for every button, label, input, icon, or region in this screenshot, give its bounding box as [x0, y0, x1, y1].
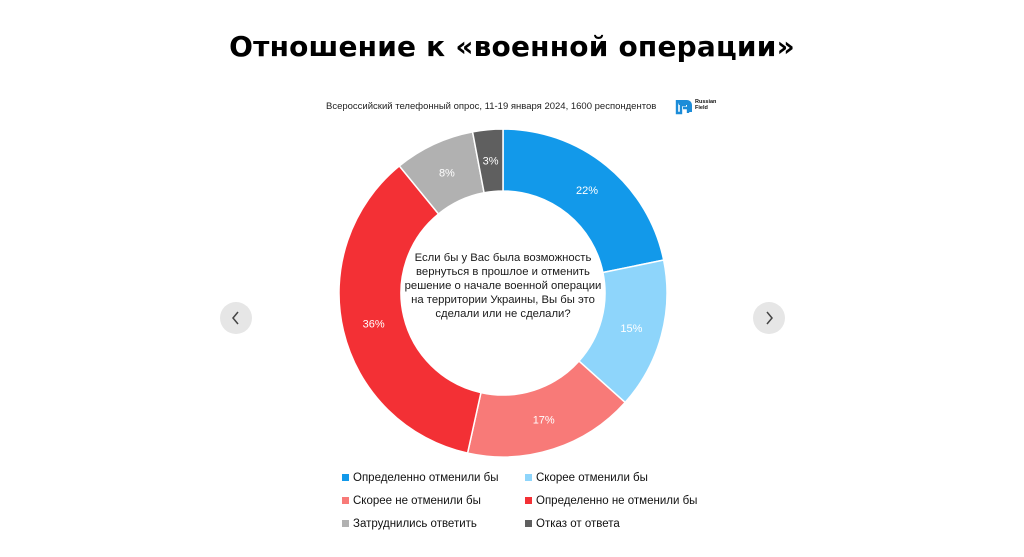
legend-item: Затруднились ответить — [342, 516, 525, 531]
prev-slide-button[interactable] — [220, 302, 252, 334]
chevron-left-icon — [232, 311, 239, 325]
legend-label: Скорее не отменили бы — [353, 494, 481, 507]
legend-swatch — [342, 520, 349, 527]
slice-label-1: 15% — [620, 323, 642, 335]
legend-item: Скорее не отменили бы — [342, 493, 525, 508]
legend-item: Определенно не отменили бы — [525, 493, 725, 508]
legend-item: Отказ от ответа — [525, 516, 725, 531]
chevron-right-icon — [766, 311, 773, 325]
legend-item: Определенно отменили бы — [342, 470, 525, 485]
legend-label: Определенно не отменили бы — [536, 494, 698, 507]
slice-label-3: 36% — [363, 319, 385, 331]
russian-field-logo — [675, 100, 692, 115]
legend-swatch — [525, 474, 532, 481]
chart-question: Если бы у Вас была возможность вернуться… — [404, 252, 602, 320]
slice-label-5: 3% — [483, 156, 499, 168]
donut-slice-0 — [502, 128, 665, 274]
slice-label-2: 17% — [533, 415, 555, 427]
legend-swatch — [342, 474, 349, 481]
slice-label-0: 22% — [576, 185, 598, 197]
legend-label: Затруднились ответить — [353, 517, 477, 530]
logo-text: Russian Field — [695, 99, 716, 111]
legend-label: Отказ от ответа — [536, 517, 620, 530]
next-slide-button[interactable] — [753, 302, 785, 334]
legend-swatch — [525, 520, 532, 527]
slice-label-4: 8% — [439, 167, 455, 179]
legend-label: Определенно отменили бы — [353, 471, 499, 484]
legend-swatch — [525, 497, 532, 504]
logo-text-line-2: Field — [695, 105, 708, 111]
logo-text-line-1: Russian — [695, 99, 717, 105]
donut-slice-3 — [338, 164, 482, 455]
donut-chart: 22% 15% 17% 36% 8% 3% — [338, 128, 668, 458]
chart-legend: Определенно отменили бы Скорее отменили б… — [342, 470, 762, 531]
donut-slice-5 — [471, 128, 504, 194]
chart-subtitle: Всероссийский телефонный опрос, 11-19 ян… — [326, 101, 657, 112]
legend-item: Скорее отменили бы — [525, 470, 725, 485]
legend-swatch — [342, 497, 349, 504]
page-title: Отношение к «военной операции» — [229, 30, 795, 63]
legend-label: Скорее отменили бы — [536, 471, 648, 484]
